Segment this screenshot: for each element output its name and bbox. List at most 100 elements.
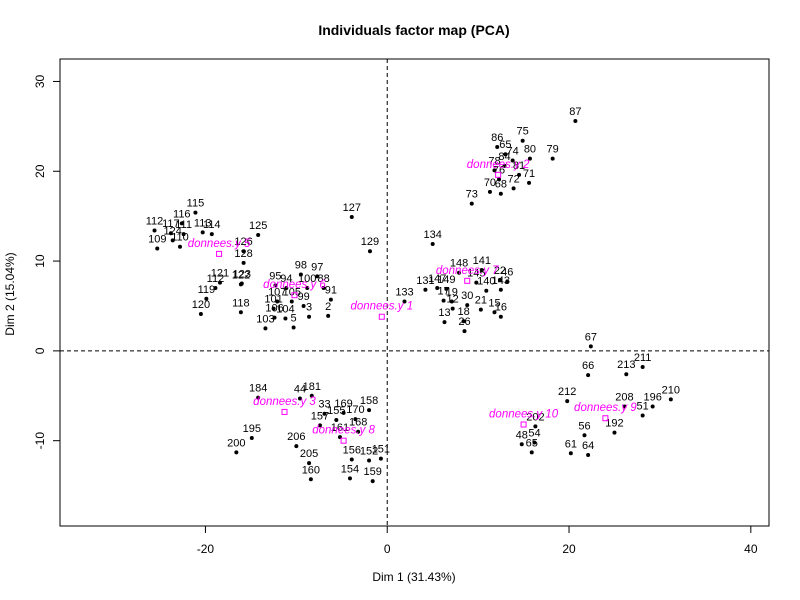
data-point	[349, 215, 354, 220]
data-point	[478, 307, 483, 312]
data-point	[284, 286, 289, 291]
point-label: 121	[211, 268, 229, 280]
point-label: 129	[361, 236, 379, 248]
point-label: 210	[662, 384, 680, 396]
point-label: 149	[437, 274, 455, 286]
point-label: 148	[450, 258, 468, 270]
point-label: 61	[565, 438, 577, 450]
point-label: 97	[311, 261, 323, 273]
data-point	[200, 230, 205, 235]
data-point	[367, 458, 372, 463]
supplementary-point	[520, 421, 527, 428]
point-label: 70	[484, 177, 496, 189]
point-label: 101	[264, 294, 282, 306]
data-point	[283, 316, 288, 321]
data-point	[177, 244, 182, 249]
point-label: 155	[327, 405, 345, 417]
data-point	[241, 249, 246, 254]
data-point	[263, 326, 268, 331]
data-point	[347, 476, 352, 481]
data-point	[209, 232, 214, 237]
data-point	[328, 297, 333, 302]
point-label: 169	[334, 398, 352, 410]
point-label: 65	[499, 139, 511, 151]
data-point	[241, 260, 246, 265]
point-label: 213	[617, 359, 635, 371]
data-point	[315, 274, 320, 279]
data-point	[297, 396, 302, 401]
x-tick-label: -20	[197, 542, 215, 556]
x-tick-label: 20	[562, 542, 576, 556]
data-point	[238, 282, 243, 287]
data-point	[517, 172, 522, 177]
supplementary-label: donnees.y 8	[312, 425, 375, 437]
point-label: 17	[437, 286, 449, 298]
point-label: 12	[447, 294, 459, 306]
point-label: 131	[416, 275, 434, 287]
data-point	[213, 286, 218, 291]
point-label: 211	[634, 352, 652, 364]
reference-lines	[60, 59, 769, 526]
data-point	[588, 344, 593, 349]
data-point	[273, 283, 278, 288]
data-point	[640, 365, 645, 370]
point-label: 123	[233, 269, 251, 281]
data-point	[586, 453, 591, 458]
data-point	[505, 279, 510, 284]
data-point	[289, 299, 294, 304]
data-point	[650, 404, 655, 409]
point-label: 98	[295, 260, 307, 272]
data-point	[622, 404, 627, 409]
data-point	[568, 451, 573, 456]
supplementary-label: donnees.y 2	[467, 159, 530, 171]
y-tick-label: 0	[33, 347, 47, 354]
data-point	[152, 228, 157, 233]
data-point	[170, 238, 175, 243]
point-label: 33	[318, 399, 330, 411]
point-label: 206	[287, 431, 305, 443]
supplementary-point	[495, 171, 502, 178]
data-point	[441, 298, 446, 303]
data-point	[370, 479, 375, 484]
point-label: 44	[294, 383, 306, 395]
data-point	[155, 246, 160, 251]
data-point	[193, 210, 198, 215]
point-label: 117	[162, 218, 180, 230]
data-point	[487, 189, 492, 194]
point-label: 15	[488, 297, 500, 309]
data-point	[256, 395, 261, 400]
point-label: 75	[517, 126, 529, 138]
supplementary-point	[378, 313, 385, 320]
data-point	[450, 306, 455, 311]
data-point	[444, 286, 449, 291]
point-label: 81	[513, 160, 525, 172]
point-label: 2	[325, 301, 331, 313]
data-point	[430, 242, 435, 247]
y-tick-label: -10	[33, 432, 47, 450]
point-label: 87	[569, 106, 581, 118]
supplementary-points: donnees.y 1 donnees.y 2 donnees.y 5 donnees…	[188, 159, 637, 444]
data-point	[217, 280, 222, 285]
point-label: 134	[423, 229, 441, 241]
data-point	[307, 461, 312, 466]
point-label: 84	[498, 151, 510, 163]
data-point	[168, 231, 173, 236]
data-point	[586, 373, 591, 378]
point-label: 143	[492, 275, 510, 287]
data-point	[582, 433, 587, 438]
supplementary-label: donnees.y 9	[574, 402, 637, 414]
data-point	[498, 191, 503, 196]
data-point	[497, 177, 502, 182]
point-label: 113	[194, 217, 212, 229]
point-label: 66	[582, 360, 594, 372]
point-label: 48	[516, 429, 528, 441]
data-point	[527, 156, 532, 161]
point-label: 205	[300, 448, 318, 460]
point-label: 202	[526, 411, 544, 423]
point-label: 109	[148, 233, 166, 245]
axis-ticks: -20 0 20 40 -10 0 10 20 30	[33, 74, 758, 556]
data-point	[238, 310, 243, 315]
point-label: 78	[488, 155, 500, 167]
data-point	[533, 424, 538, 429]
point-label: 112	[207, 273, 225, 285]
